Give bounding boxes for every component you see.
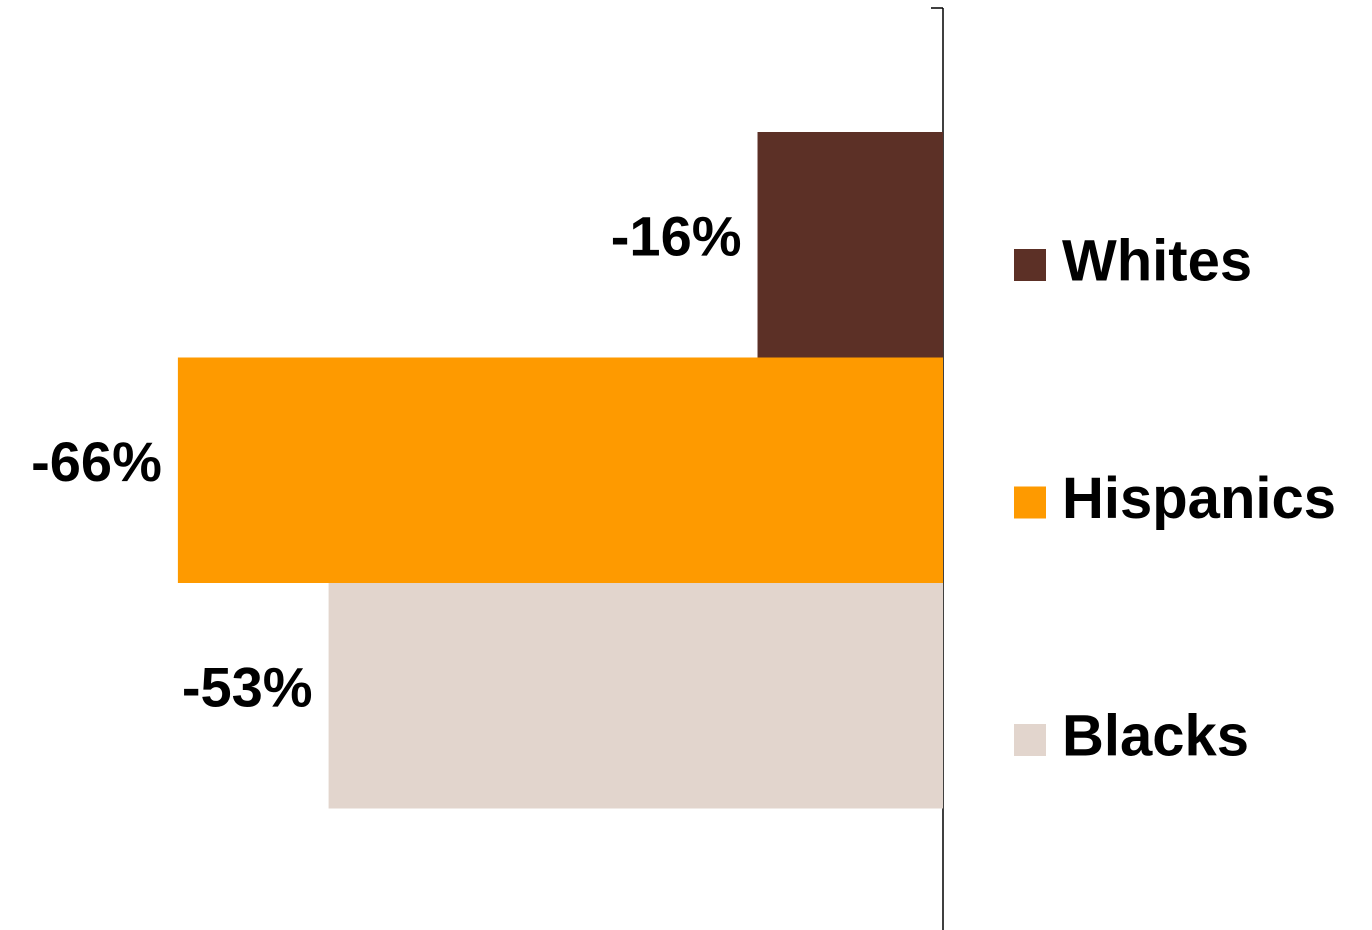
legend-label: Hispanics — [1062, 466, 1336, 531]
bar — [757, 132, 943, 358]
legend-label: Whites — [1062, 228, 1252, 293]
bar — [328, 583, 943, 809]
legend-swatch — [1014, 724, 1046, 756]
legend-swatch — [1014, 486, 1046, 519]
legend-label: Blacks — [1062, 703, 1249, 768]
value-label: -16% — [611, 205, 742, 268]
value-label: -66% — [31, 430, 162, 493]
bar — [177, 357, 943, 583]
value-label: -53% — [182, 656, 313, 719]
legend-swatch — [1014, 249, 1046, 281]
